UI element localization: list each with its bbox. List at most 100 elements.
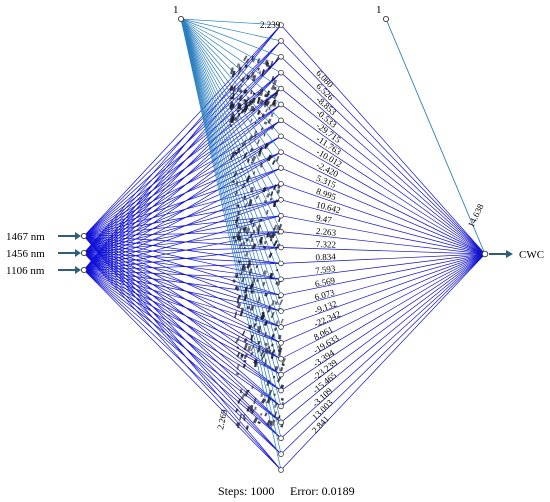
weight-glyph (262, 186, 267, 193)
hidden-output-line (280, 104, 486, 255)
weight-glyph (252, 417, 258, 424)
bias-hidden-line (180, 18, 282, 169)
hidden-output-line (280, 253, 486, 455)
weight-glyph (240, 263, 245, 271)
input-hidden-line (83, 269, 282, 312)
weight-glyph (250, 339, 253, 343)
input-hidden-line (83, 252, 282, 391)
input-hidden-line (83, 72, 282, 254)
weight-glyph (266, 419, 271, 426)
weight-glyph (267, 389, 273, 397)
input-hidden-line (83, 252, 282, 423)
weight-glyph (263, 121, 268, 125)
weight-glyph (234, 239, 238, 244)
weight-glyph (263, 133, 266, 137)
weight-glyph (280, 366, 284, 372)
weight-glyph (270, 112, 274, 118)
weight-glyph (243, 337, 248, 343)
weight-glyph (260, 393, 264, 398)
weight-glyph (280, 318, 284, 324)
hidden-node (278, 371, 284, 378)
weight-glyph (234, 151, 238, 155)
weight-glyph (252, 107, 256, 112)
hidden-output-weight: 2.263 (315, 226, 337, 238)
input-hidden-line (83, 269, 282, 344)
weight-glyph (265, 209, 269, 215)
bias-hidden-line (180, 18, 282, 58)
weight-glyph (281, 363, 285, 367)
weight-glyph (269, 236, 273, 242)
weight-glyph (248, 134, 254, 141)
weight-glyph (266, 100, 271, 107)
weight-glyph (259, 88, 264, 97)
weight-glyph (245, 238, 249, 242)
weight-glyph (259, 162, 263, 168)
weight-glyph (243, 359, 247, 363)
weight-glyph (246, 74, 250, 80)
weight-glyph (263, 270, 267, 275)
weight-glyph (270, 232, 276, 239)
weight-glyph (232, 235, 236, 240)
weight-glyph (258, 146, 263, 155)
input-hidden-line (83, 231, 282, 271)
bias-hidden-line (180, 18, 282, 407)
hidden-node (278, 165, 284, 171)
weight-glyph (277, 350, 282, 357)
weight-glyph (273, 375, 276, 379)
input-hidden-line (83, 252, 282, 360)
hidden-output-line (280, 72, 486, 255)
hidden-node (278, 419, 284, 426)
hidden-output-weight: 9.47 (315, 212, 333, 225)
weight-glyph (250, 305, 255, 311)
weight-glyph (273, 240, 278, 247)
weight-glyph (252, 58, 256, 63)
weight-glyph (241, 330, 246, 336)
input-hidden-line (83, 252, 282, 471)
hidden-node (278, 38, 284, 44)
input-hidden-line (83, 56, 282, 271)
hidden-output-line (280, 253, 486, 375)
weight-glyph (261, 113, 265, 118)
weight-glyph (241, 182, 246, 189)
weight-glyph (241, 143, 245, 148)
weight-glyph (256, 224, 262, 232)
weight-glyph (249, 218, 254, 224)
hidden-node (278, 340, 284, 346)
weight-glyph (236, 351, 241, 358)
weight-glyph (250, 344, 255, 352)
hidden-output-line (280, 199, 486, 255)
input-hidden-line (83, 269, 282, 360)
weight-glyph (233, 117, 238, 122)
weight-glyph (267, 118, 272, 124)
weight-glyph (253, 322, 257, 328)
weight-glyph (258, 70, 262, 74)
weight-glyph (249, 233, 254, 239)
weight-glyph (259, 413, 263, 416)
input-hidden-line (83, 88, 282, 254)
input-hidden-line (83, 269, 282, 455)
weight-glyph (236, 235, 241, 241)
weight-glyph (261, 69, 265, 77)
weight-glyph (246, 406, 251, 412)
weight-glyph (273, 401, 278, 409)
output-label: CWC (519, 249, 544, 261)
weight-glyph (264, 342, 269, 347)
weight-glyph (260, 349, 265, 357)
input-hidden-line (83, 269, 282, 375)
weight-glyph (277, 334, 282, 340)
input-hidden-line (83, 104, 282, 271)
input-hidden-line (83, 235, 282, 439)
weight-glyph (266, 231, 270, 239)
hidden-output-line (280, 253, 486, 360)
weight-glyph (250, 334, 254, 341)
bias-hidden-line (180, 18, 282, 248)
input-hidden-line (83, 183, 282, 237)
bias-hidden-line (180, 18, 282, 153)
input-hidden-line (83, 269, 282, 407)
weight-glyph (235, 372, 240, 376)
weight-glyph (250, 71, 255, 79)
hidden-output-line (280, 24, 486, 255)
weight-glyph (243, 226, 248, 233)
weight-glyph (257, 296, 261, 304)
